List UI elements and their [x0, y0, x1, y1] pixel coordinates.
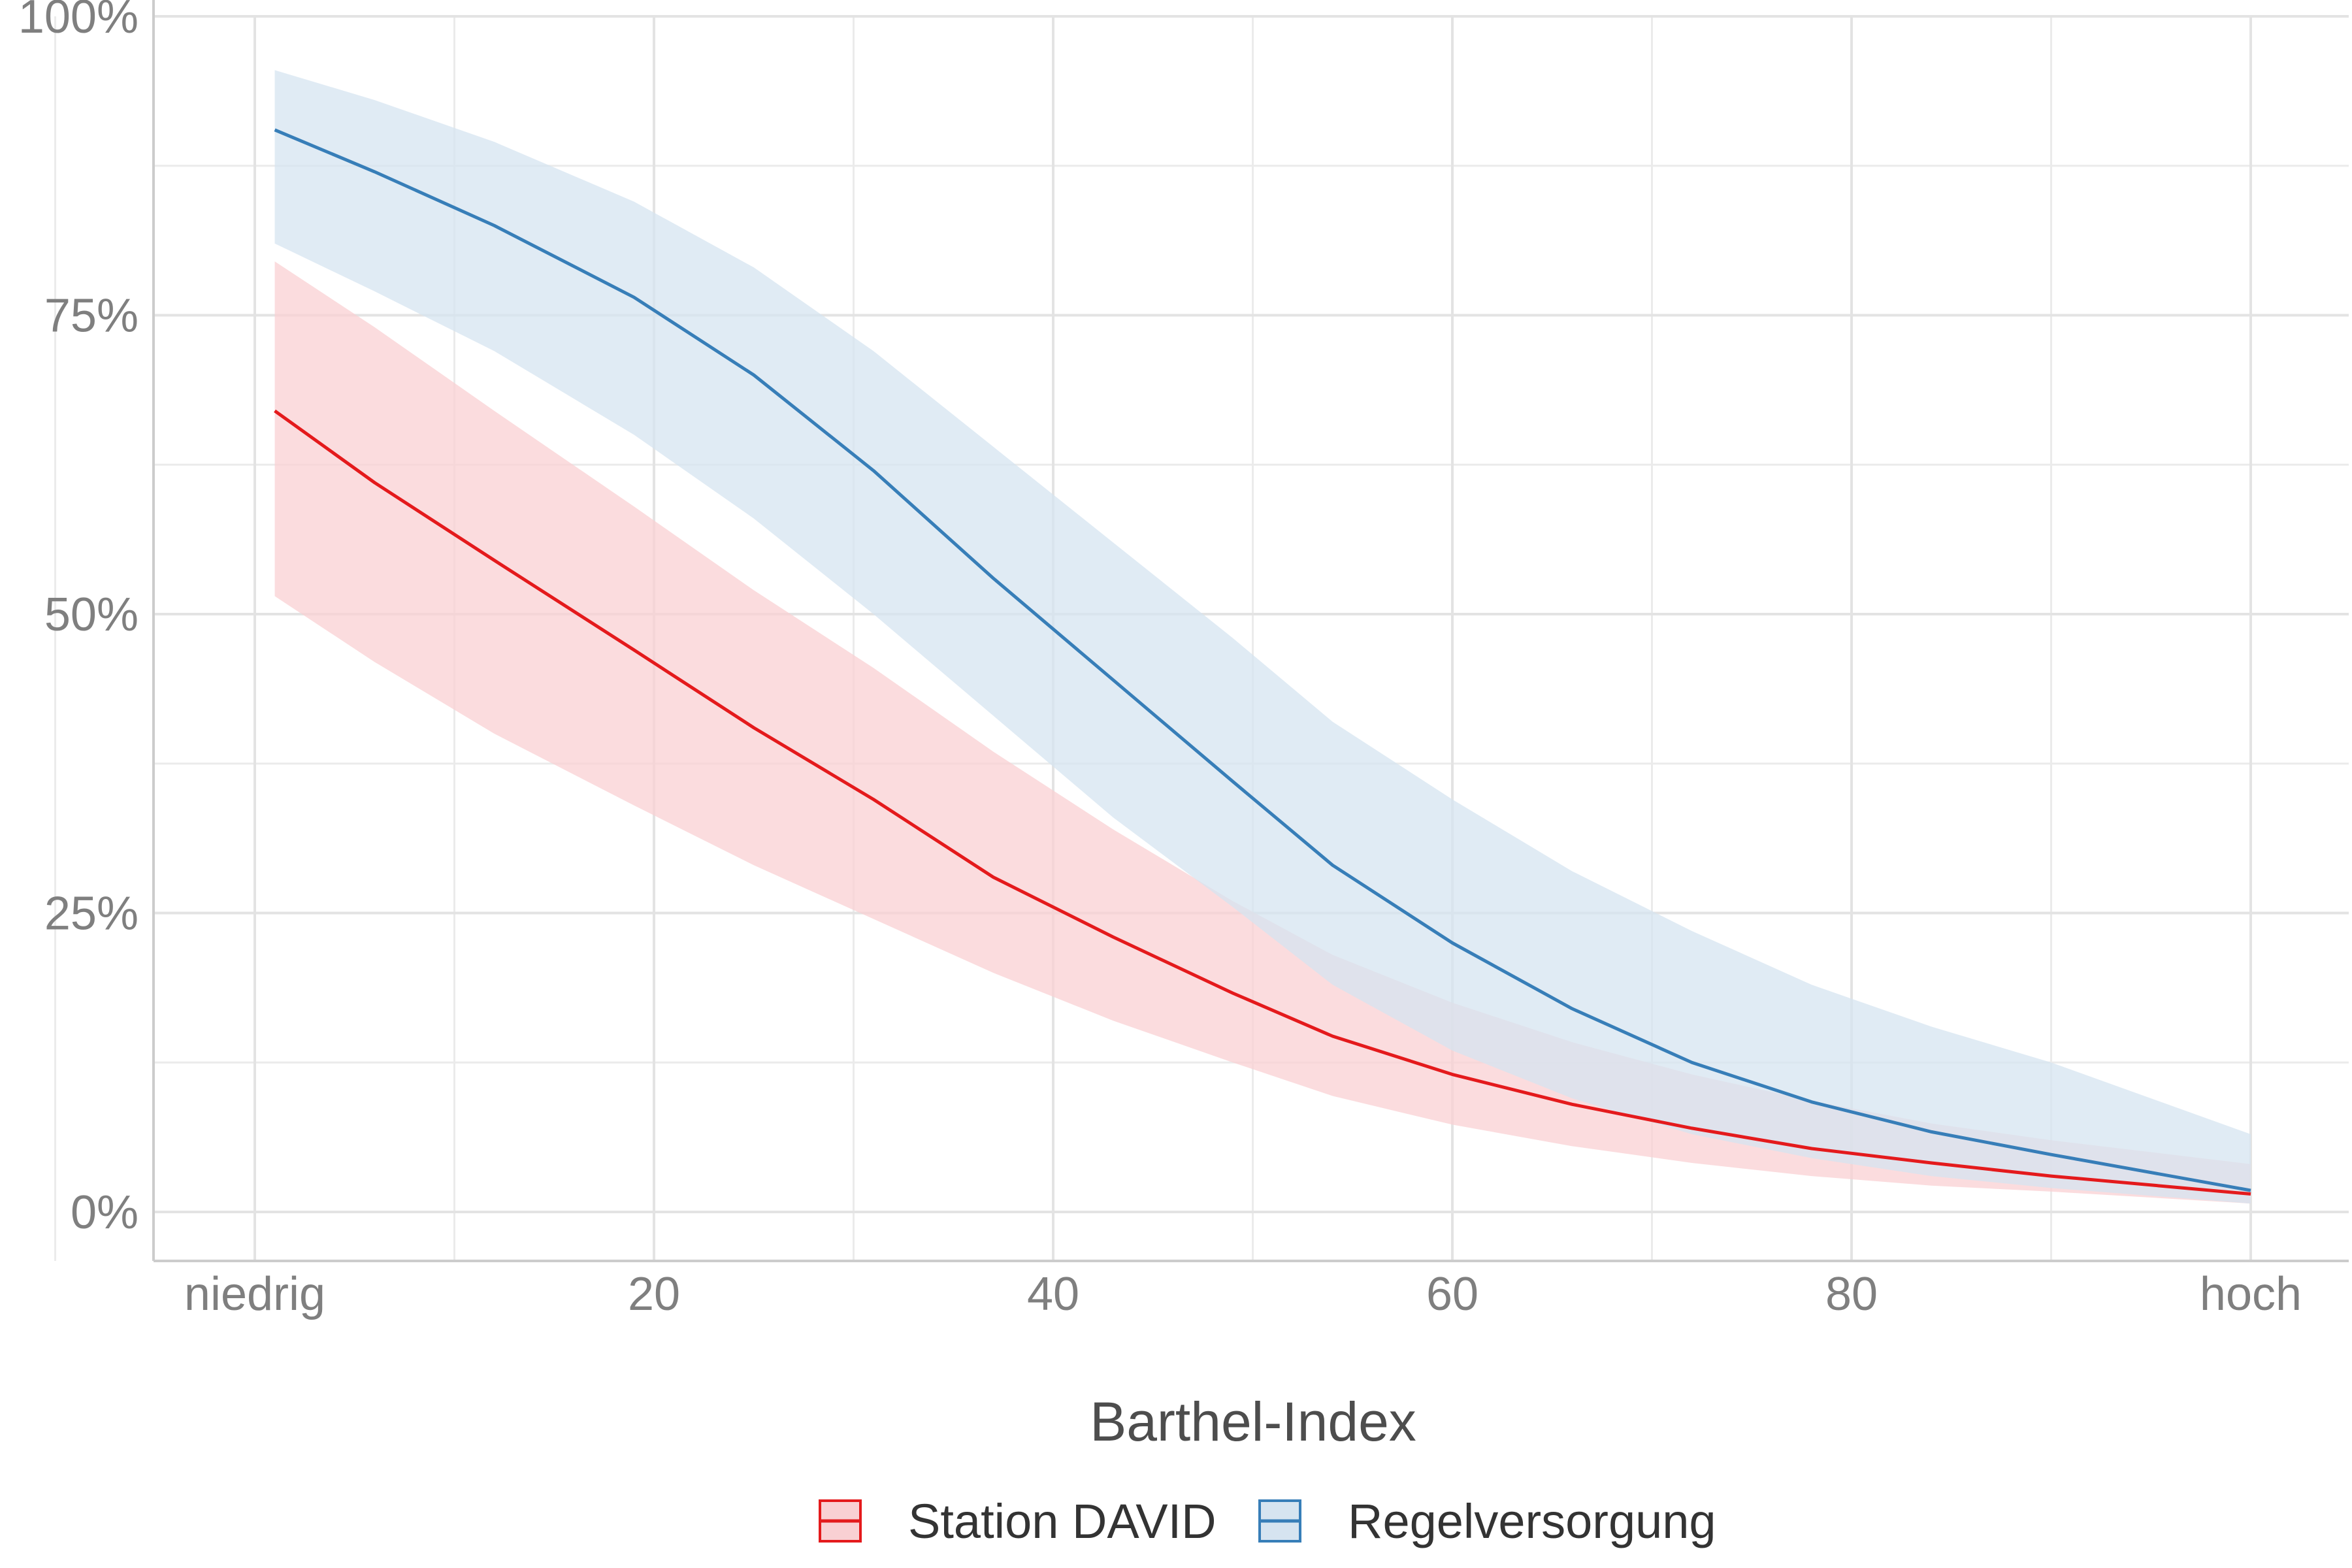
series-line [274, 128, 2251, 1192]
y-tick-label: 50% [44, 589, 139, 641]
x-tick-labels: niedrig 20 40 60 80 hoch [184, 1268, 2302, 1320]
x-axis-title: Barthel-Index [1090, 1391, 1416, 1452]
confidence-band [274, 70, 2251, 1204]
legend-label: Station DAVID [908, 1494, 1217, 1548]
confidence-band [274, 261, 2251, 1204]
x-tick-label: 40 [1027, 1268, 1079, 1320]
axes [152, 0, 2349, 1262]
confidence-bands [274, 70, 2251, 1204]
legend: Station DAVID Regelversorgung [819, 1494, 1716, 1548]
x-tick-label: hoch [2200, 1268, 2302, 1320]
x-tick-label: niedrig [184, 1268, 325, 1320]
major-gridlines [154, 15, 2349, 1261]
x-tick-label: 60 [1426, 1268, 1478, 1320]
legend-label: Regelversorgung [1348, 1494, 1716, 1548]
y-tick-label: 75% [44, 290, 139, 342]
y-tick-labels: 0% 25% 50% 75% 100% [18, 0, 139, 1239]
y-tick-label: 0% [71, 1186, 139, 1239]
x-tick-label: 20 [628, 1268, 680, 1320]
series-lines [274, 128, 2251, 1196]
y-tick-label: 25% [44, 888, 139, 940]
x-tick-label: 80 [1825, 1268, 1878, 1320]
y-tick-label: 100% [18, 0, 139, 43]
series-line [274, 409, 2251, 1196]
